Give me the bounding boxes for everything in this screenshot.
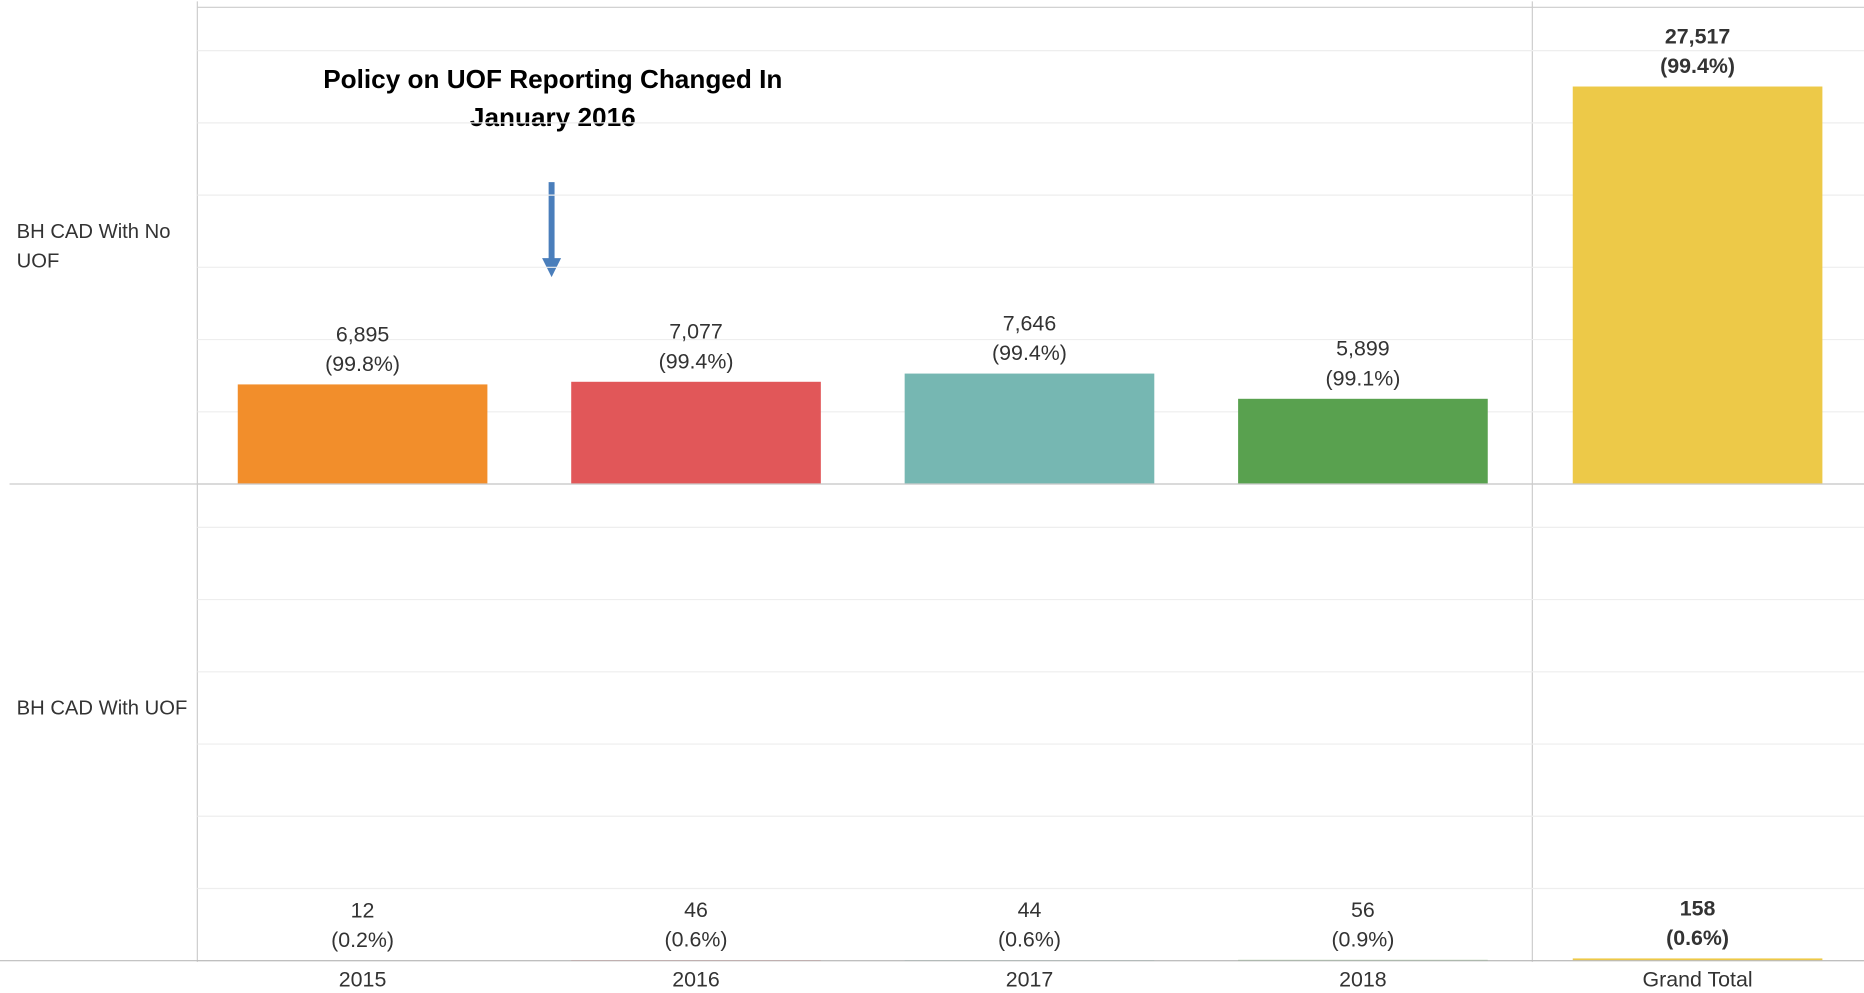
x-tick-label: 2018	[1339, 968, 1387, 992]
row-label-box: BH CAD With No UOF	[16, 220, 171, 273]
row-label: BH CAD With No UOF	[16, 220, 171, 273]
share-label: (0.6%)	[665, 928, 728, 952]
value-label: 44	[1018, 898, 1042, 922]
bar	[571, 381, 821, 485]
x-tick-label: 2015	[339, 968, 387, 992]
bar	[1572, 86, 1823, 485]
share-label: (99.8%)	[325, 352, 400, 376]
x-tick-label: 2017	[1006, 968, 1054, 992]
share-label: (0.6%)	[998, 928, 1061, 952]
x-tick-label: 2016	[672, 968, 720, 992]
share-label: (0.9%)	[1331, 928, 1394, 952]
row-label: BH CAD With UOF	[16, 696, 188, 720]
bar	[237, 384, 488, 485]
annotation: Policy on UOF Reporting Changed In Janua…	[323, 64, 783, 133]
value-label: 12	[351, 898, 375, 922]
value-label: 46	[684, 898, 708, 922]
value-label: 6,895	[336, 322, 390, 346]
value-label: 158	[1680, 896, 1716, 920]
share-label: (99.1%)	[1326, 366, 1401, 390]
value-label: 7,077	[669, 320, 723, 344]
bar	[1572, 958, 1823, 961]
share-label: (99.4%)	[992, 341, 1067, 365]
share-label: (0.6%)	[1666, 926, 1729, 950]
value-label: 7,646	[1003, 311, 1057, 335]
bar	[1238, 398, 1488, 485]
value-label: 5,899	[1336, 337, 1390, 361]
value-label: 56	[1351, 898, 1375, 922]
share-label: (99.4%)	[659, 349, 734, 373]
value-label: 27,517	[1665, 24, 1730, 48]
bar	[904, 373, 1155, 485]
share-label: (99.4%)	[1660, 54, 1735, 78]
annotation-box: Policy on UOF Reporting Changed In Janua…	[323, 64, 783, 133]
share-label: (0.2%)	[331, 928, 394, 952]
row-label-box: BH CAD With UOF	[16, 696, 188, 720]
x-tick-label: Grand Total	[1643, 968, 1753, 992]
